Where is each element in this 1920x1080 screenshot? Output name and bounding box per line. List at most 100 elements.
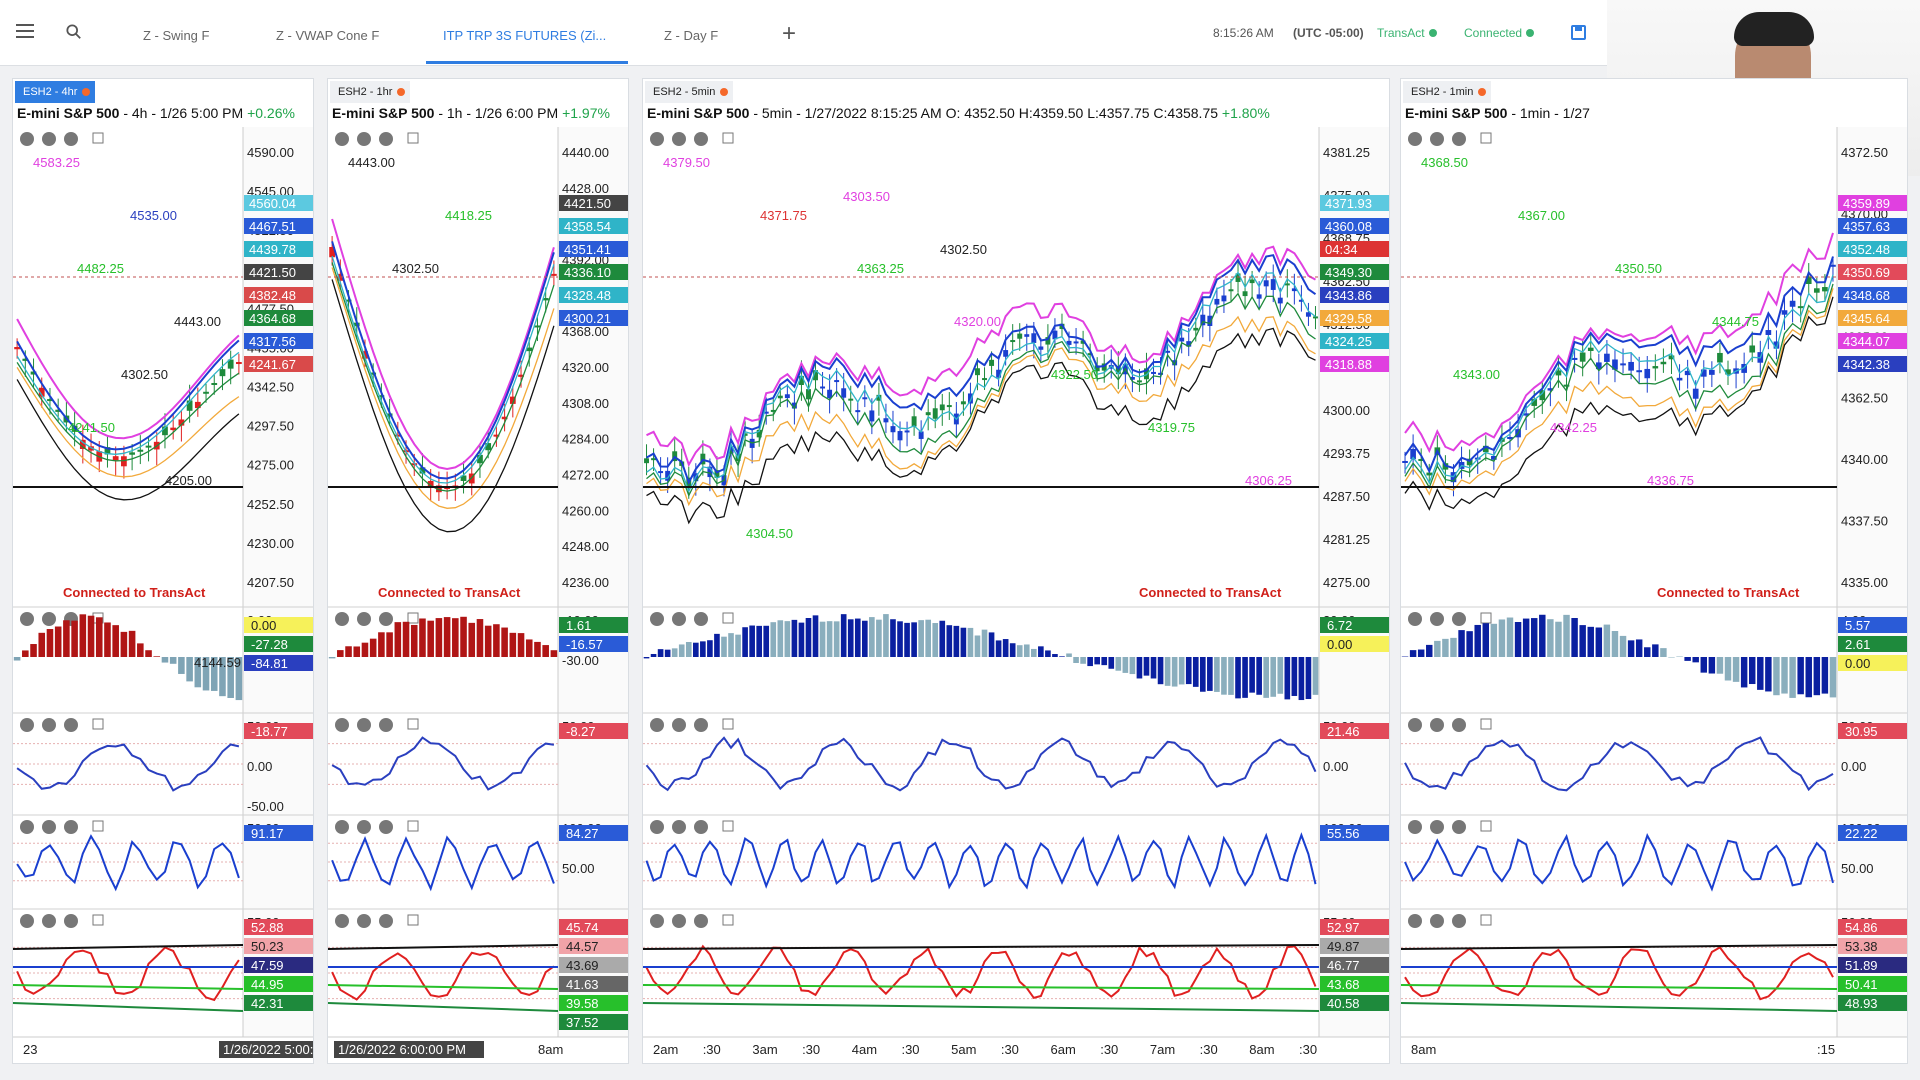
pane-control-icon — [1408, 132, 1422, 146]
candle-body — [1813, 288, 1820, 293]
chart-canvas[interactable]: 4381.254375.004368.754362.504312.504306.… — [643, 79, 1390, 1064]
candle-body — [362, 351, 368, 359]
tab-swing[interactable]: Z - Swing F — [143, 28, 210, 43]
candle-body — [1193, 327, 1199, 331]
chart-panel-4hr[interactable]: ESH2 - 4hr E-mini S&P 500 - 4h - 1/26 5:… — [12, 78, 314, 1064]
chart-panel-5min[interactable]: ESH2 - 5min E-mini S&P 500 - 5min - 1/27… — [642, 78, 1390, 1064]
histogram-bar — [550, 650, 558, 657]
price-badge-value: 4357.63 — [1843, 219, 1890, 234]
tab-day[interactable]: Z - Day F — [664, 28, 719, 43]
histogram-bar — [1101, 657, 1108, 666]
indicator-badge — [1320, 723, 1389, 739]
histogram-bar — [1045, 650, 1051, 657]
candle-body — [186, 400, 193, 411]
chart-canvas[interactable]: 4372.504370.004367.504365.004362.504340.… — [1401, 79, 1908, 1064]
histogram-bar — [812, 615, 819, 657]
candle-body — [1073, 341, 1079, 344]
price-badge — [559, 241, 628, 257]
histogram-bar — [112, 625, 119, 657]
tab-itp-trp-futures[interactable]: ITP TRP 3S FUTURES (Zi... — [443, 28, 607, 43]
pane-control-icon — [20, 914, 34, 928]
candle-body — [1291, 288, 1297, 292]
hamburger-menu-icon[interactable] — [16, 24, 34, 38]
status-dot — [397, 88, 406, 96]
candle-body — [1797, 306, 1804, 309]
indicator-badge-value: 43.68 — [1327, 977, 1360, 992]
price-axis-label: 4320.00 — [562, 360, 609, 375]
tab-vwap-cone[interactable]: Z - VWAP Cone F — [276, 28, 380, 43]
histogram-bar — [1129, 657, 1136, 675]
pane-expand-icon — [407, 132, 419, 144]
price-badge-value: 4318.88 — [1325, 357, 1372, 372]
candle-body — [1636, 370, 1643, 373]
candle-body — [996, 369, 1002, 378]
oscillator-line — [645, 736, 1317, 792]
indicator-badge-value: 49.87 — [1327, 939, 1360, 954]
chart-tab-1min[interactable]: ESH2 - 1min — [1403, 81, 1492, 103]
histogram-bar — [443, 617, 451, 657]
candle-body — [551, 273, 557, 276]
indicator-badge-value: 46.77 — [1327, 958, 1360, 973]
histogram-bar — [1595, 627, 1603, 657]
histogram-bar — [328, 657, 336, 659]
status-dot — [82, 88, 91, 96]
price-annotation: 4302.50 — [121, 367, 168, 382]
time-axis-label: 3am — [752, 1042, 777, 1057]
histogram-bar — [1207, 657, 1213, 691]
active-tab-indicator — [426, 61, 628, 64]
time-axis-label: 4am — [852, 1042, 877, 1057]
add-tab-button[interactable]: + — [782, 20, 797, 47]
histogram-bar — [1228, 657, 1234, 695]
price-axis-label: 4260.00 — [562, 503, 609, 518]
price-badge — [1838, 241, 1907, 257]
candle-body — [38, 387, 45, 397]
chart-tab-4hr[interactable]: ESH2 - 4hr — [15, 81, 96, 103]
indicator-badge — [244, 723, 313, 739]
candle-body — [756, 429, 762, 438]
chart-panel-1min[interactable]: ESH2 - 1min E-mini S&P 500 - 1min - 1/27… — [1400, 78, 1908, 1064]
candle-body — [219, 369, 226, 377]
search-icon[interactable] — [66, 24, 82, 40]
percent-change: +1.97% — [562, 105, 610, 121]
time-axis-label: 8am — [1249, 1042, 1274, 1057]
candle-body — [427, 480, 434, 488]
moving-average-line — [1404, 283, 1834, 490]
histogram-bar — [939, 620, 946, 657]
candle-body — [1298, 299, 1304, 302]
indicator-badge-value: -8.27 — [566, 724, 596, 739]
histogram-bar — [1242, 657, 1248, 698]
pane-control-icon — [379, 914, 393, 928]
price-badge — [1838, 218, 1907, 234]
price-axis-label: 4230.00 — [247, 536, 294, 551]
save-icon[interactable] — [1571, 25, 1586, 40]
chart-tab-5min[interactable]: ESH2 - 5min — [645, 81, 734, 103]
price-annotation: 4368.50 — [1421, 155, 1468, 170]
candle-body — [1087, 353, 1093, 356]
chart-panel-1hr[interactable]: ESH2 - 1hr E-mini S&P 500 - 1h - 1/26 6:… — [327, 78, 629, 1064]
moving-average-line — [1404, 232, 1834, 454]
indicator-badge — [1320, 938, 1389, 954]
price-badge-value: 4371.93 — [1325, 196, 1372, 211]
candle-body — [763, 411, 769, 414]
price-badge-value: 4439.78 — [249, 242, 296, 257]
histogram-bar — [890, 619, 896, 657]
histogram-bar — [1821, 657, 1829, 694]
chart-canvas[interactable]: 4590.004545.004522.504500.004477.504455.… — [13, 79, 314, 1064]
price-badge — [1320, 195, 1389, 211]
candle-body — [203, 391, 209, 394]
oscillator-line — [645, 832, 1317, 890]
histogram-bar — [1073, 657, 1079, 663]
price-annotation: 4350.50 — [1615, 261, 1662, 276]
histogram-bar — [735, 634, 741, 657]
histogram-bar — [1611, 630, 1619, 657]
indicator-badge — [559, 976, 628, 992]
chart-tab-1hr[interactable]: ESH2 - 1hr — [330, 81, 411, 103]
chart-canvas[interactable]: 4440.004428.004404.004392.004380.004368.… — [328, 79, 629, 1064]
histogram-bar — [1732, 657, 1740, 682]
price-axis-label: 4428.00 — [562, 181, 609, 196]
time-axis-label: 5am — [951, 1042, 976, 1057]
histogram-bar — [1052, 654, 1058, 657]
indicator-badge — [1838, 976, 1907, 992]
histogram-bar — [749, 625, 755, 657]
candle-body — [862, 397, 868, 400]
